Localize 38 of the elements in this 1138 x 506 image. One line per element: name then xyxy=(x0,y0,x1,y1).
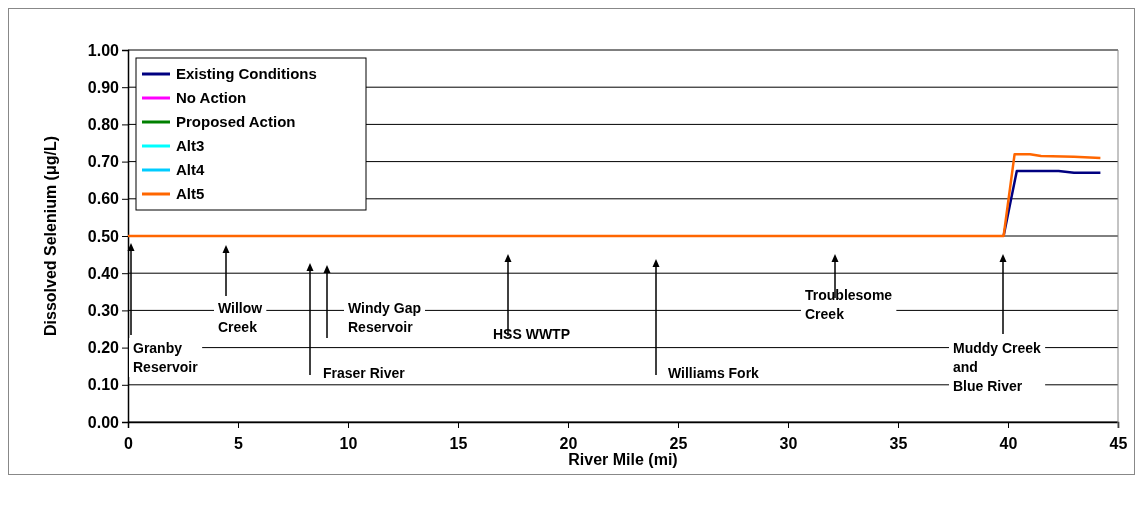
annotation: Troublesome Creek xyxy=(805,287,893,322)
legend-label: Existing Conditions xyxy=(176,65,317,82)
legend-label: Alt4 xyxy=(176,161,205,178)
y-tick-label: 0.30 xyxy=(87,302,120,320)
y-tick-label: 0.80 xyxy=(87,116,120,134)
x-tick-label: 15 xyxy=(449,434,468,452)
y-tick-label: 0.90 xyxy=(87,78,120,96)
y-tick-label: 0.20 xyxy=(87,339,120,357)
x-tick-label: 40 xyxy=(999,434,1018,452)
legend-label: Alt3 xyxy=(176,137,205,154)
x-tick-label: 35 xyxy=(889,434,908,452)
annotation: HSS WWTP xyxy=(493,326,570,342)
x-tick-label: 20 xyxy=(559,434,578,452)
x-tick-label: 45 xyxy=(1109,434,1128,452)
y-tick-label: 0.60 xyxy=(87,190,120,208)
annotation: Windy Gap Reservoir xyxy=(348,300,421,335)
annotation: Willow Creek xyxy=(218,300,263,335)
annotation: Williams Fork xyxy=(668,365,760,381)
x-tick-label: 0 xyxy=(124,434,134,452)
y-tick-label: 0.40 xyxy=(87,264,120,282)
x-tick-label: 25 xyxy=(669,434,688,452)
y-tick-label: 0.50 xyxy=(87,227,120,245)
annotation: Fraser River xyxy=(323,365,406,381)
legend-label: Proposed Action xyxy=(176,113,296,130)
x-axis-title: River Mile (mi) xyxy=(568,451,678,468)
annotation: Muddy Creek and Blue River xyxy=(953,340,1042,394)
legend-label: No Action xyxy=(176,89,247,106)
y-tick-label: 1.00 xyxy=(87,41,120,59)
line-series xyxy=(126,152,1102,238)
annotation: Granby Reservoir xyxy=(133,340,199,375)
x-tick-label: 5 xyxy=(234,434,244,452)
y-tick-label: 0.00 xyxy=(87,413,120,431)
y-tick-label: 0.70 xyxy=(87,153,120,171)
y-axis-title: Dissolved Selenium (μg/L) xyxy=(42,135,59,337)
legend-label: Alt5 xyxy=(176,185,205,202)
y-tick-label: 0.10 xyxy=(87,376,120,394)
x-tick-label: 30 xyxy=(779,434,798,452)
x-tick-label: 10 xyxy=(339,434,358,452)
